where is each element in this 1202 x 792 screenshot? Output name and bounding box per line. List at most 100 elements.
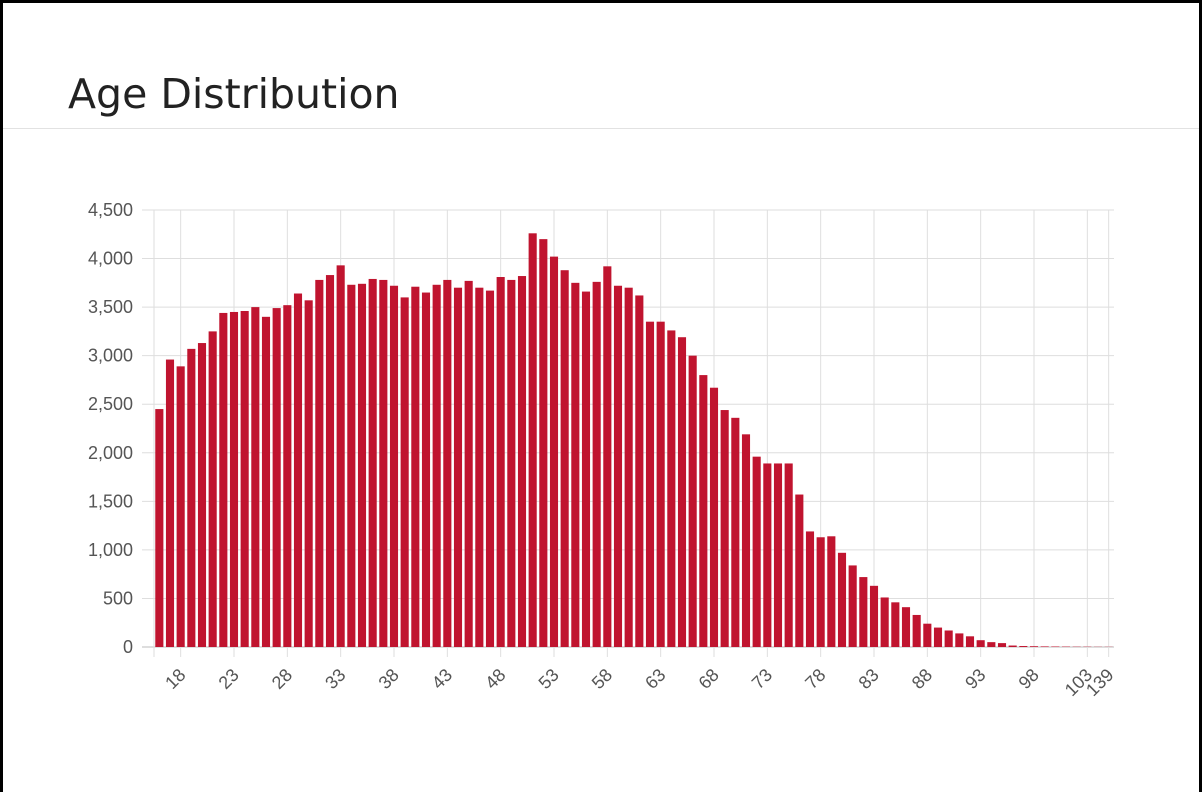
bar xyxy=(805,531,815,647)
title-divider xyxy=(3,128,1199,129)
bar xyxy=(933,627,943,647)
card-title: Age Distribution xyxy=(68,70,400,118)
bar xyxy=(795,494,804,647)
bar xyxy=(571,282,580,647)
bar xyxy=(741,434,751,647)
bar xyxy=(869,585,879,647)
y-tick-label: 1,500 xyxy=(88,491,133,511)
y-tick-label: 4,000 xyxy=(88,249,133,269)
bar xyxy=(965,636,975,647)
bar xyxy=(592,281,601,647)
bar xyxy=(912,614,921,647)
bar xyxy=(357,283,367,647)
bar xyxy=(293,293,303,647)
bar xyxy=(667,330,676,647)
bar xyxy=(752,456,761,647)
bar xyxy=(645,321,655,647)
x-tick-label: 28 xyxy=(268,665,296,693)
bar xyxy=(272,308,281,647)
x-tick-label: 98 xyxy=(1015,665,1043,693)
x-tick-label: 48 xyxy=(481,665,509,693)
bar xyxy=(581,291,591,647)
bar xyxy=(955,633,964,647)
y-tick-label: 500 xyxy=(103,588,133,608)
bar xyxy=(315,279,324,647)
y-tick-label: 3,500 xyxy=(88,297,133,317)
bar xyxy=(560,270,569,647)
bar xyxy=(421,292,431,647)
bar xyxy=(613,285,623,647)
x-tick-label: 18 xyxy=(161,665,189,693)
bar xyxy=(517,276,527,647)
bar xyxy=(688,355,697,647)
bar xyxy=(453,287,463,647)
x-tick-label: 73 xyxy=(748,665,776,693)
x-tick-label: 63 xyxy=(641,665,669,693)
bar xyxy=(485,290,495,647)
bar xyxy=(549,256,559,647)
x-tick-label: 68 xyxy=(695,665,723,693)
x-tick-label: 88 xyxy=(908,665,936,693)
bar xyxy=(923,623,932,647)
bar xyxy=(539,239,548,647)
bar xyxy=(624,287,633,647)
bar xyxy=(368,278,377,647)
y-tick-label: 3,000 xyxy=(88,346,133,366)
y-tick-label: 2,000 xyxy=(88,443,133,463)
bar xyxy=(773,463,783,647)
bar xyxy=(731,417,740,647)
bar xyxy=(1029,646,1039,647)
bar xyxy=(229,311,239,647)
bar xyxy=(400,297,409,647)
bar xyxy=(677,337,687,647)
bar xyxy=(1019,646,1028,647)
bar xyxy=(240,310,249,647)
bar xyxy=(784,463,793,647)
bar xyxy=(155,409,164,647)
bar xyxy=(165,359,175,647)
bar xyxy=(379,279,388,647)
y-tick-label: 1,000 xyxy=(88,540,133,560)
x-tick-label: 83 xyxy=(855,665,883,693)
bar xyxy=(261,316,271,647)
bar xyxy=(987,642,996,647)
bar xyxy=(325,275,335,647)
bar xyxy=(347,284,356,647)
bar xyxy=(208,331,217,647)
bar xyxy=(389,285,399,647)
bar xyxy=(432,284,441,647)
bar xyxy=(709,387,719,647)
bar xyxy=(891,602,900,647)
x-tick-label: 139 xyxy=(1082,665,1117,700)
bar xyxy=(901,607,911,647)
bar xyxy=(283,305,292,647)
x-tick-label: 53 xyxy=(535,665,563,693)
y-tick-label: 2,500 xyxy=(88,394,133,414)
bar xyxy=(219,312,228,647)
bar xyxy=(763,463,772,647)
bar xyxy=(720,410,729,647)
bar xyxy=(464,280,473,647)
bar xyxy=(997,643,1007,647)
bar xyxy=(304,300,313,647)
bar xyxy=(507,279,516,647)
bar xyxy=(880,597,889,647)
bar xyxy=(1040,646,1049,647)
bar xyxy=(859,577,868,647)
y-tick-label: 0 xyxy=(123,637,133,657)
bar xyxy=(336,265,345,647)
x-tick-label: 78 xyxy=(801,665,829,693)
x-tick-label: 33 xyxy=(321,665,349,693)
bar xyxy=(837,552,847,647)
bar xyxy=(603,266,612,647)
bar-layer xyxy=(155,233,1113,647)
bar xyxy=(443,279,452,647)
y-axis: 0 500 1,000 1,500 2,000 2,500 3,000 3,500 4,000 4… xyxy=(88,200,133,657)
x-tick-label: 38 xyxy=(375,665,403,693)
bar xyxy=(699,375,708,647)
bar xyxy=(848,565,857,647)
x-tick-label: 93 xyxy=(961,665,989,693)
bar xyxy=(816,537,825,647)
